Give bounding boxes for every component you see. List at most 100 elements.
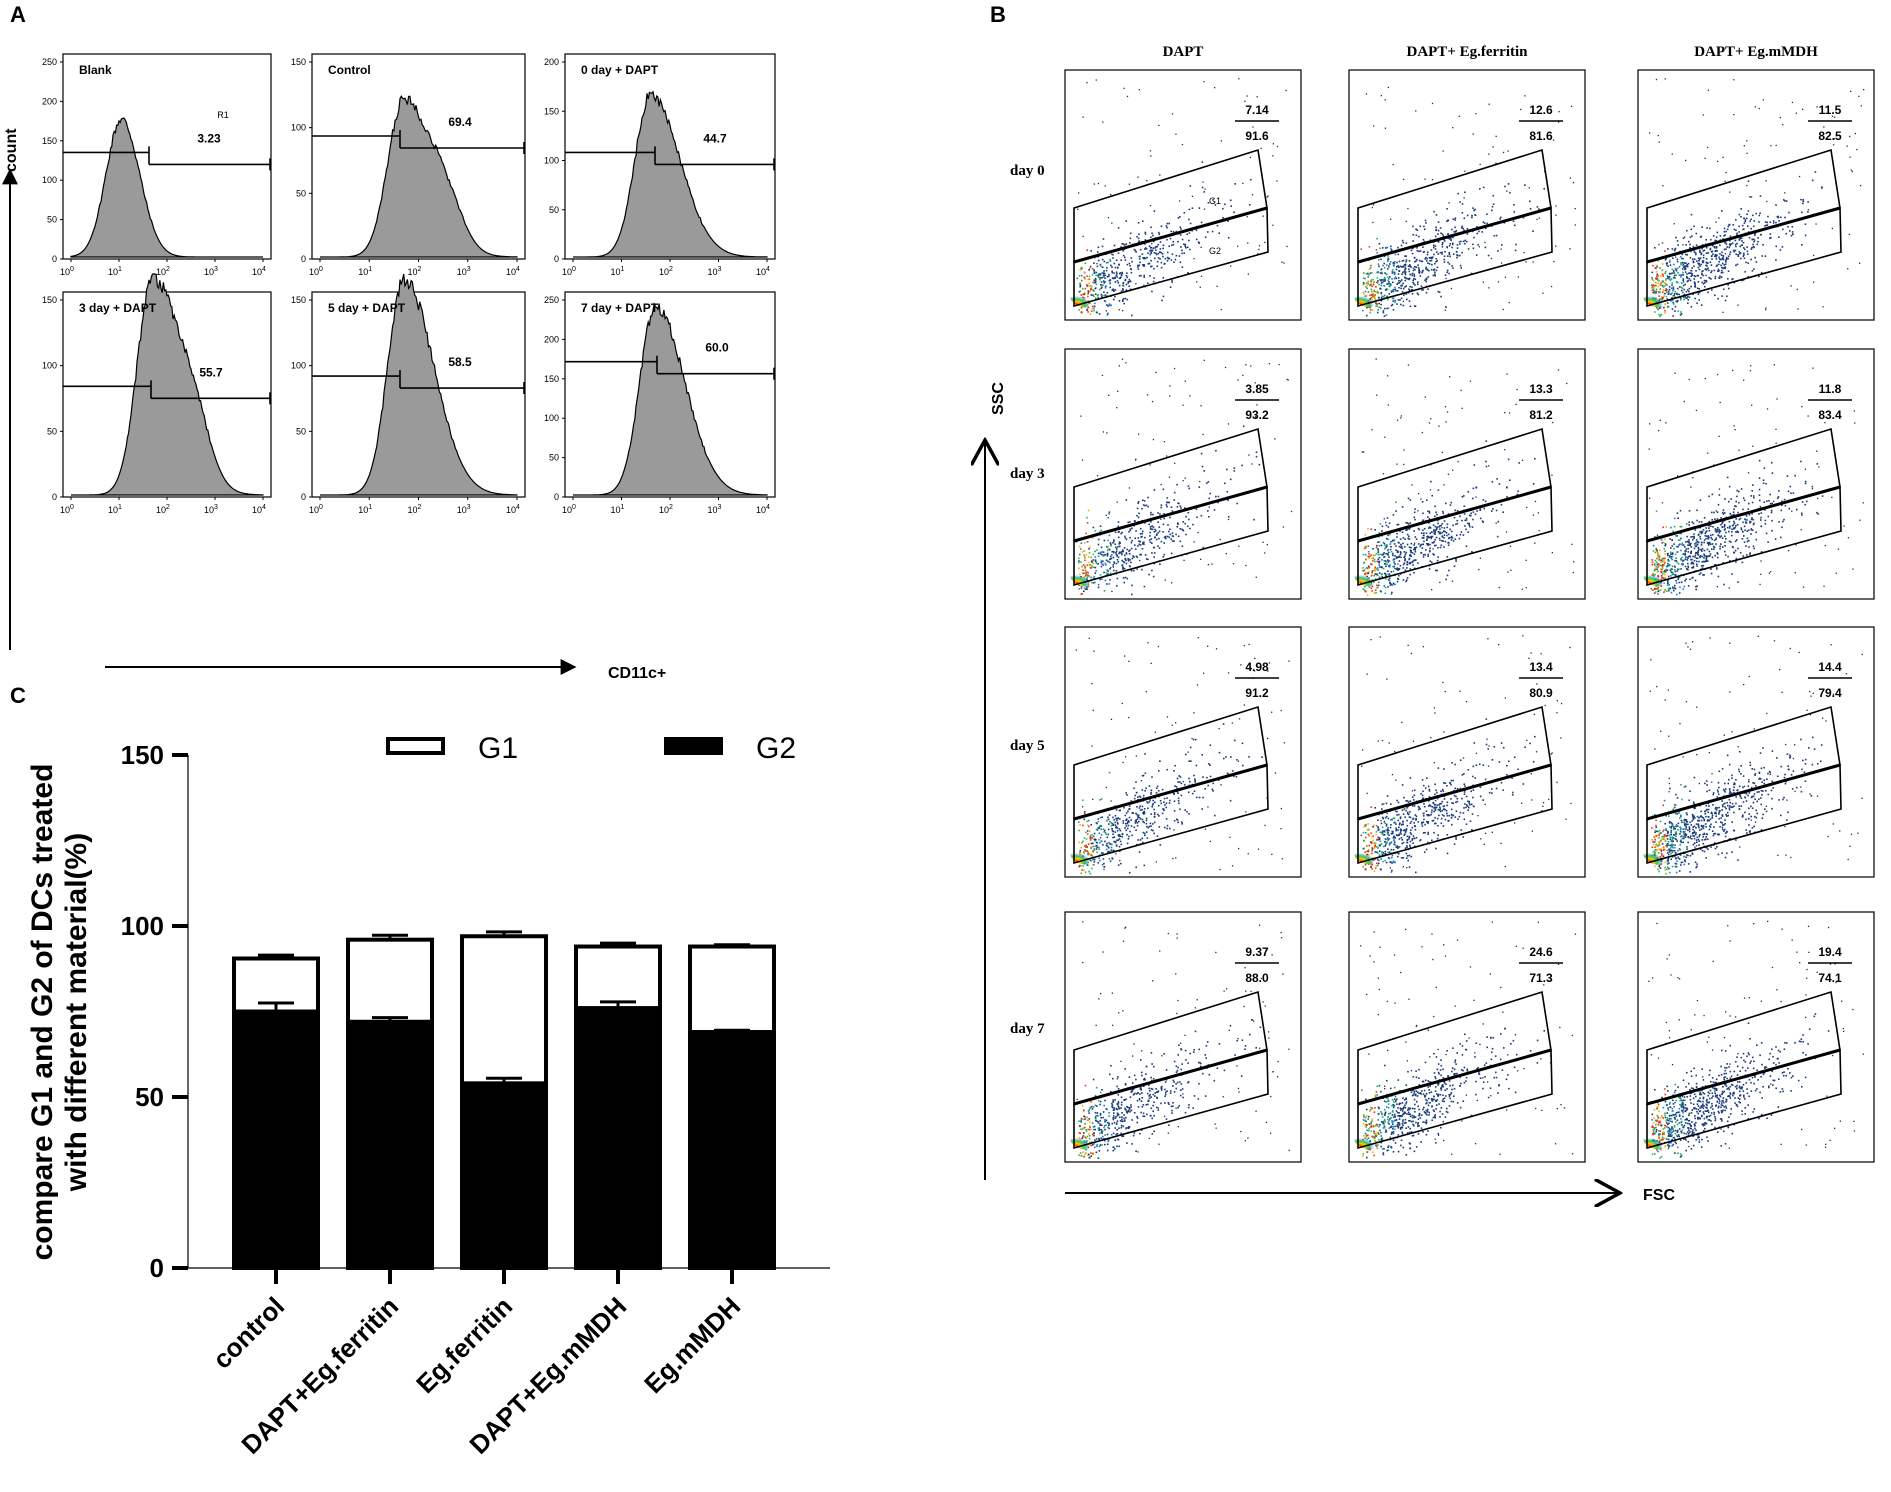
scatter-dot bbox=[1120, 246, 1122, 248]
scatter-dot bbox=[1150, 265, 1152, 268]
scatter-dot bbox=[1403, 551, 1406, 553]
scatter-dot bbox=[1764, 225, 1766, 227]
scatter-dot bbox=[1413, 516, 1416, 519]
scatter-dot bbox=[1676, 281, 1679, 284]
scatter-dot bbox=[1742, 247, 1745, 249]
histogram-value: 44.7 bbox=[703, 131, 727, 145]
scatter-dot bbox=[1736, 489, 1738, 492]
scatter-dot bbox=[1113, 272, 1115, 274]
scatter-dot bbox=[1422, 534, 1425, 537]
scatter-dot bbox=[1153, 252, 1156, 254]
scatter-dot bbox=[1675, 280, 1678, 283]
scatter-dot bbox=[1692, 522, 1695, 525]
scatter-dot bbox=[1719, 244, 1721, 247]
scatter-dot bbox=[1684, 266, 1686, 269]
scatter-dot bbox=[1722, 255, 1725, 257]
x-tick-label: 103 bbox=[457, 504, 471, 515]
scatter-dot bbox=[1398, 560, 1401, 562]
scatter-dot bbox=[1110, 543, 1112, 546]
scatter-dot bbox=[1097, 251, 1099, 253]
scatter-dot bbox=[1735, 245, 1737, 248]
scatter-dot bbox=[1698, 268, 1701, 271]
scatter-dot bbox=[1402, 567, 1405, 569]
scatter-dot bbox=[1176, 526, 1179, 528]
scatter-dot bbox=[1111, 822, 1113, 825]
scatter-dot bbox=[1182, 404, 1184, 406]
scatter-dot bbox=[1423, 240, 1426, 243]
scatter-dot bbox=[1711, 548, 1713, 550]
scatter-dot bbox=[1106, 304, 1108, 306]
scatter-dot bbox=[1691, 577, 1693, 579]
scatter-dot bbox=[1285, 89, 1287, 92]
scatter-dot bbox=[1851, 170, 1853, 173]
scatter-dot bbox=[1742, 508, 1744, 511]
scatter-dot bbox=[1121, 835, 1123, 838]
scatter-dot bbox=[1104, 287, 1107, 289]
scatter-dot bbox=[1080, 561, 1082, 563]
scatter-dot bbox=[1787, 490, 1790, 493]
scatter-dot bbox=[1731, 242, 1734, 244]
scatter-dot bbox=[1426, 543, 1428, 545]
scatter-dot bbox=[1434, 530, 1436, 533]
scatter-dot bbox=[1125, 559, 1127, 562]
scatter-dot bbox=[1428, 568, 1431, 570]
scatter-dot bbox=[1434, 544, 1436, 547]
scatter-dot bbox=[1702, 114, 1704, 116]
scatter-dot bbox=[1079, 824, 1081, 826]
histogram-area bbox=[573, 302, 768, 496]
scatter-dot bbox=[1087, 311, 1089, 313]
scatter-dot bbox=[1112, 277, 1115, 280]
scatter-dot bbox=[1242, 182, 1244, 184]
scatter-dot bbox=[1143, 257, 1145, 260]
scatter-dot bbox=[1113, 244, 1116, 247]
scatter-dot bbox=[1100, 546, 1103, 549]
scatter-dot bbox=[1161, 253, 1164, 255]
scatter-dot bbox=[1680, 263, 1682, 266]
scatter-dot bbox=[1109, 286, 1111, 289]
scatter-dot bbox=[1086, 309, 1088, 311]
scatter-dot bbox=[1155, 249, 1157, 251]
scatter-dot bbox=[1166, 827, 1168, 830]
scatter-dot bbox=[1694, 556, 1696, 558]
scatter-dot bbox=[1705, 537, 1707, 540]
scatter-dot bbox=[1558, 111, 1560, 113]
scatter-dot bbox=[1097, 273, 1100, 276]
scatter-dot bbox=[1666, 590, 1668, 592]
scatter-dot bbox=[1703, 282, 1706, 284]
scatter-dot bbox=[1740, 208, 1742, 210]
scatter-dot bbox=[1750, 518, 1753, 521]
scatter-dot bbox=[1125, 283, 1128, 286]
scatter-dot bbox=[1129, 549, 1131, 551]
scatter-dot bbox=[1395, 268, 1398, 271]
scatter-dot bbox=[1201, 161, 1204, 163]
scatter-dot bbox=[1138, 433, 1140, 435]
scatter-dot bbox=[1424, 178, 1426, 180]
scatter-dot bbox=[1814, 171, 1817, 173]
scatter-dot bbox=[1410, 550, 1412, 552]
scatter-dot bbox=[1724, 267, 1726, 270]
scatter-dot bbox=[1716, 586, 1718, 588]
scatter-dot bbox=[1703, 539, 1706, 541]
scatter-dot bbox=[1392, 539, 1394, 542]
scatter-dot bbox=[1168, 501, 1170, 504]
scatter-dot bbox=[1665, 257, 1667, 260]
scatter-dot bbox=[1118, 552, 1120, 555]
y-tick-label: 150 bbox=[544, 106, 559, 116]
scatter-dot bbox=[1429, 527, 1432, 529]
scatter-dot bbox=[1797, 308, 1799, 310]
y-tick-label: 50 bbox=[549, 453, 559, 463]
scatter-dot bbox=[1753, 496, 1755, 499]
scatter-dot bbox=[1701, 260, 1704, 262]
scatter-dot bbox=[1117, 556, 1120, 559]
scatter-dot bbox=[1663, 282, 1666, 284]
scatter-dot bbox=[1807, 415, 1809, 417]
scatter-dot bbox=[1407, 265, 1410, 267]
scatter-dot bbox=[1166, 256, 1169, 259]
scatter-dot bbox=[1655, 267, 1657, 270]
scatter-dot bbox=[1212, 782, 1214, 785]
scatter-dot bbox=[1444, 274, 1447, 276]
scatter-dot bbox=[1661, 263, 1664, 265]
scatter-dot bbox=[1083, 810, 1086, 813]
scatter-dot bbox=[1108, 304, 1111, 306]
scatter-dot bbox=[1148, 539, 1151, 541]
